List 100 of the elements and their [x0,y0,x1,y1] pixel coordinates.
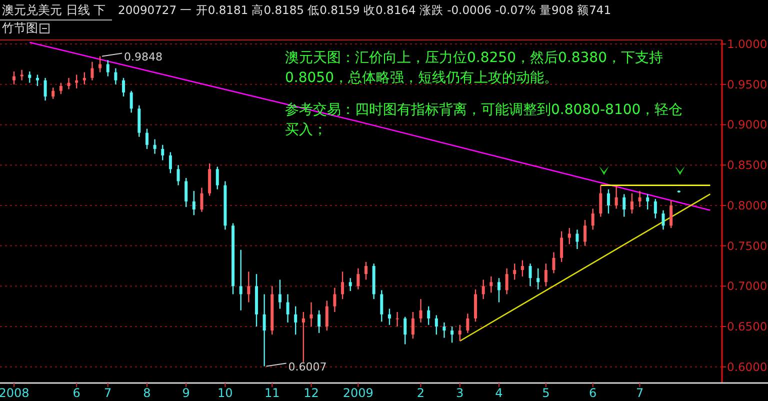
candlestick [513,262,516,280]
candlestick [356,268,360,290]
y-tick-label: 0.7000 [727,279,768,294]
y-tick-label: 1.0000 [727,37,768,52]
y-tick-label: 0.6000 [727,360,768,374]
candlestick [59,82,62,95]
x-tick-label: 11 [264,386,280,400]
candlestick [544,262,548,287]
candlestick [630,192,634,214]
x-tick-label: 4 [495,386,503,400]
y-tick-label: 0.8000 [727,198,768,212]
candlestick [419,298,422,324]
candlestick [427,306,430,326]
candlestick [122,77,126,98]
x-tick-label: 5 [542,386,550,400]
y-tick-label: 0.9500 [727,77,768,92]
candlestick [153,138,156,154]
x-tick-label: 6 [72,386,80,400]
candlestick [434,314,438,336]
candlestick [411,311,414,340]
candlestick [536,268,540,290]
candlestick [145,128,148,150]
candlestick [364,261,368,280]
candlestick [168,152,172,174]
x-tick-label: 2 [416,386,425,400]
candlestick [622,194,626,218]
candlestick [216,166,219,190]
candlestick [200,187,204,213]
x-tick-label: 7 [104,386,112,400]
candlestick [568,227,571,245]
candlestick [114,68,118,85]
chart-title: 澳元兑美元 日线 下 [2,3,106,17]
text: 竹节图 [2,21,38,35]
candlestick [560,230,564,263]
candlestick [310,302,313,328]
candlestick [442,322,446,338]
candlestick [520,260,524,278]
candlestick [278,279,282,310]
candlestick [286,294,290,324]
y-tick-label: 0.8500 [727,158,768,172]
candlestick [75,74,78,90]
candlestick [52,87,55,100]
candlestick [12,70,16,85]
y-tick-label: 0.6500 [727,320,768,334]
x-tick-label: 2008 [0,386,30,400]
candlestick [130,90,133,114]
candlestick [247,271,250,303]
candlestick [482,279,485,300]
x-tick-label: 7 [636,386,644,400]
candlestick [638,190,642,208]
candlestick [325,300,328,332]
candlestick [239,249,242,311]
candlestick [161,144,164,161]
candlestick [388,308,391,326]
candlestick [36,74,39,87]
x-tick-label: 6 [589,386,597,400]
candlestick [192,190,196,216]
x-tick-label: 2009 [342,386,374,400]
candlestick [591,208,594,230]
candlestick [294,306,298,336]
candlestick [552,252,556,274]
candlestick [333,287,336,313]
candlestick [662,210,665,230]
y-tick-label: 0.9000 [727,118,768,132]
candlestick [318,310,321,334]
annotation: 0.6007 [288,360,327,374]
x-tick-label: 8 [143,386,151,400]
candlestick [90,61,94,81]
candlestick [576,229,579,250]
candlestick [584,219,587,246]
x-tick-label: 12 [304,386,319,400]
candlestick [176,164,180,186]
candlestick [450,326,454,344]
x-tick-label: 10 [218,386,233,400]
candlestick [380,290,384,322]
candlestick [505,268,508,295]
candlestick [646,194,650,210]
candlestick [599,184,602,218]
candlestick [614,185,618,210]
candlestick [341,271,344,300]
candlestick [67,77,70,90]
candlestick [44,77,47,102]
chart-subtitle: 20090727 一 开0.8181 高0.8185 低0.8159 收0.8164 涨跌 -0.0006 -0.07% 量908 额741 [118,3,612,17]
candlestick [262,294,266,367]
x-tick-label: 3 [456,386,464,400]
candlestick [670,200,673,229]
candlestick [490,276,493,294]
candlestick [466,312,470,334]
candlestick [654,198,657,219]
candlestick [82,72,86,85]
x-tick-label: 9 [182,386,190,400]
annotation: 澳元天图：汇价向上，压力位0.8250，然后0.8380，下支持0.8050，总体略强，短线仍有上攻的动能。 [285,49,664,88]
candlestick [497,277,500,303]
candlestick [348,277,352,292]
candlestick [106,60,110,77]
y-tick-label: 0.7500 [727,238,768,253]
candlestick [20,69,24,81]
candlestick [404,316,407,345]
candlestick [302,311,305,363]
candlestick [28,70,32,84]
